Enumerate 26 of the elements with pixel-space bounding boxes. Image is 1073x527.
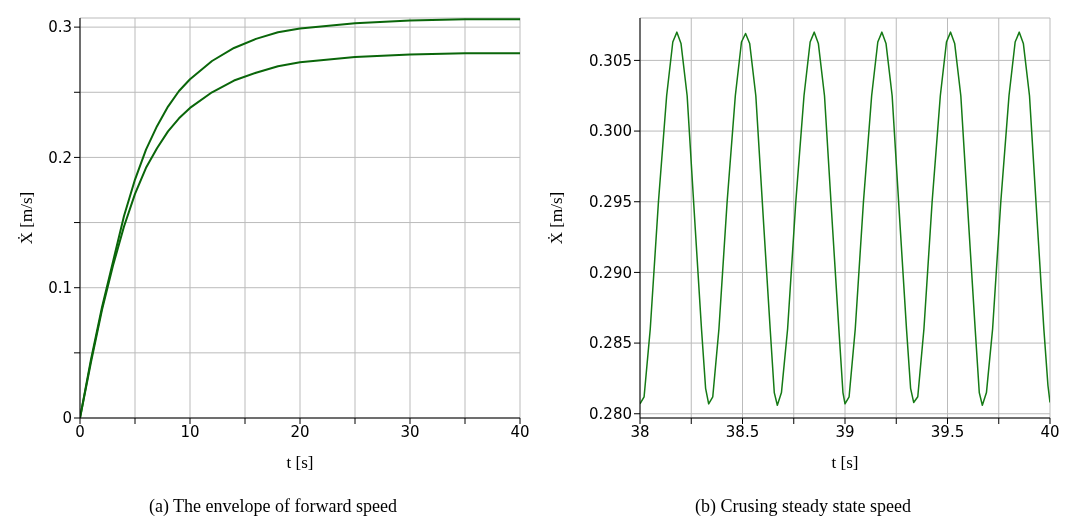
x-tick-label: 10 — [180, 422, 200, 441]
y-tick-label: 0.2 — [48, 148, 72, 167]
x-tick-label: 39.5 — [930, 422, 965, 441]
y-tick-label: 0.280 — [589, 405, 632, 424]
x-tick-label: 40 — [1040, 422, 1060, 441]
y-axis-title: Ẋ [m/s] — [547, 191, 567, 245]
y-tick-label: 0.305 — [589, 51, 632, 70]
x-tick-label: 38 — [630, 422, 650, 441]
x-tick-label: 39 — [835, 422, 855, 441]
y-tick-label: 0.300 — [589, 122, 632, 141]
x-tick-label: 40 — [510, 422, 530, 441]
y-tick-label: 0.295 — [589, 193, 632, 212]
text: (a) The envelope of forward speed — [147, 496, 399, 517]
x-tick-label: 38.5 — [725, 422, 760, 441]
y-tick-label: 0 — [62, 409, 72, 428]
text: (b) Crusing steady state speed — [694, 496, 912, 517]
x-tick-label: 30 — [400, 422, 420, 441]
x-axis-title: t [s] — [831, 453, 859, 472]
x-tick-label: 20 — [290, 422, 310, 441]
y-tick-label: 0.290 — [589, 263, 632, 282]
y-tick-label: 0.1 — [48, 279, 72, 298]
x-axis-title: t [s] — [286, 453, 314, 472]
y-tick-label: 0.285 — [589, 334, 632, 353]
x-tick-label: 0 — [75, 422, 85, 441]
y-axis-title: Ẋ [m/s] — [17, 191, 37, 245]
y-tick-label: 0.3 — [48, 18, 72, 37]
